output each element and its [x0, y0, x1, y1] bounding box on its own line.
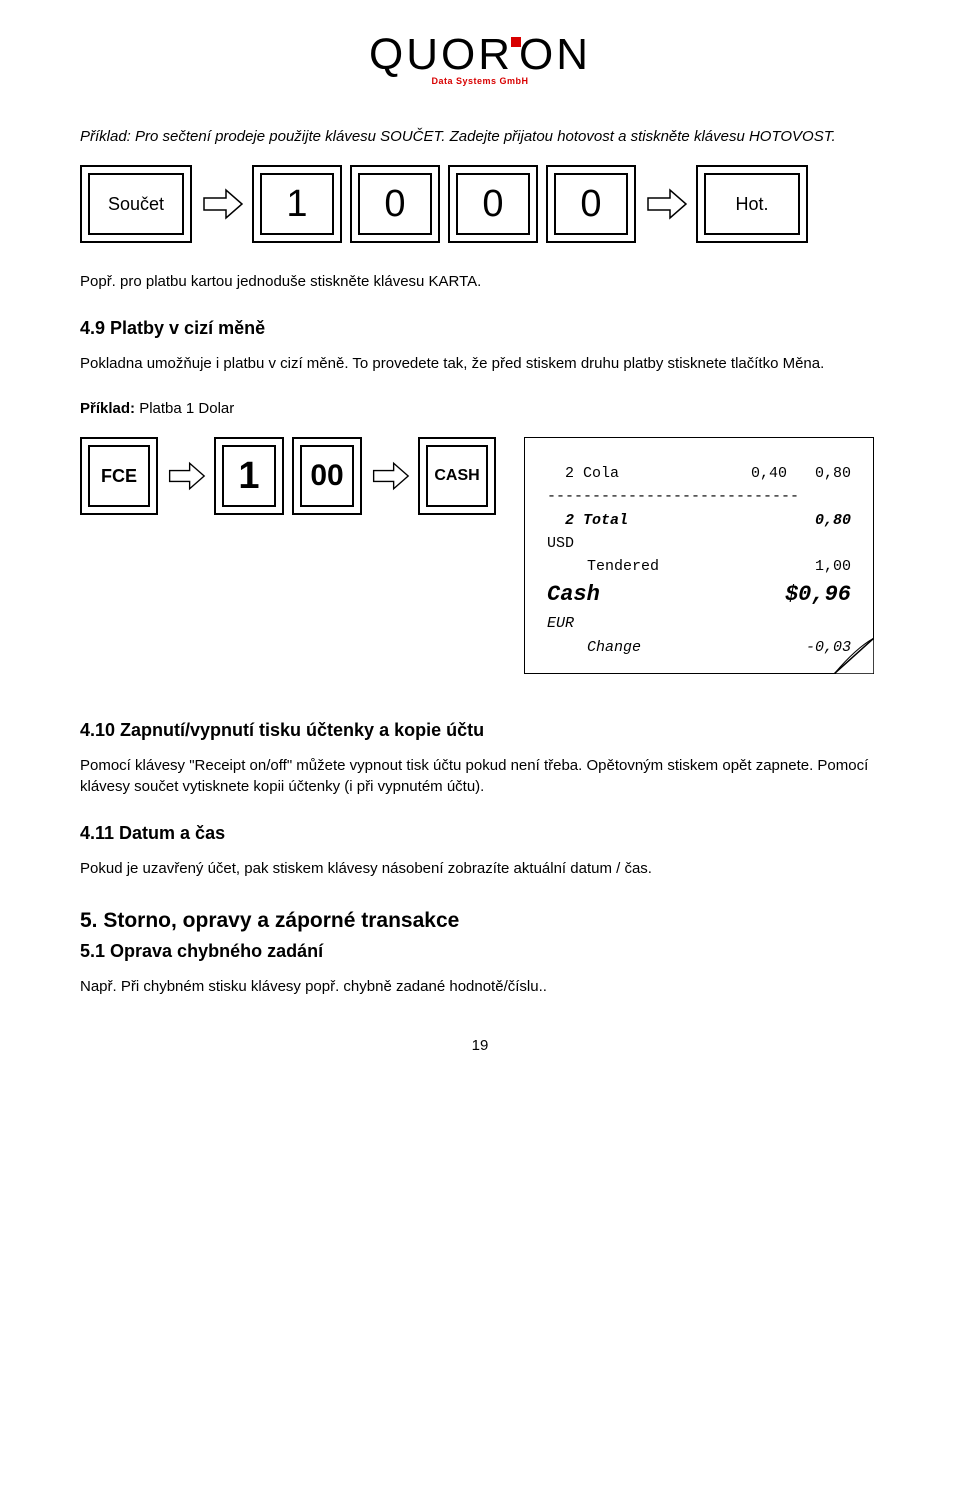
- key-label: 0: [456, 173, 530, 235]
- logo-brand: QUORON: [369, 30, 591, 80]
- body-4-10: Pomocí klávesy "Receipt on/off" můžete v…: [80, 755, 880, 797]
- arrow-icon: [370, 454, 410, 498]
- key-0a: 0: [350, 165, 440, 243]
- heading-4-10: 4.10 Zapnutí/vypnutí tisku účtenky a kop…: [80, 720, 880, 741]
- heading-5-1: 5.1 Oprava chybného zadání: [80, 941, 880, 962]
- key-label: 1: [260, 173, 334, 235]
- key-label: 0: [358, 173, 432, 235]
- logo-left: QUOR: [369, 30, 513, 79]
- receipt-total-val: 0,80: [815, 509, 851, 532]
- logo: QUORON Data Systems GmbH: [80, 30, 880, 86]
- example-prefix: Příklad:: [80, 128, 131, 145]
- receipt-usd: USD: [547, 532, 851, 555]
- receipt-item: 2 Cola: [547, 462, 619, 485]
- logo-right: ON: [519, 30, 591, 79]
- key-label: 0: [554, 173, 628, 235]
- receipt-change: Change -0,03: [547, 636, 851, 659]
- receipt-change-label: Change: [547, 636, 641, 659]
- intro-example: Příklad: Pro sečtení prodeje použijte kl…: [80, 126, 880, 147]
- arrow-icon: [644, 182, 688, 226]
- receipt-cash: Cash $0,96: [547, 578, 851, 612]
- example-text: Pro sečtení prodeje použijte klávesu SOU…: [131, 128, 836, 145]
- heading-4-11: 4.11 Datum a čas: [80, 823, 880, 844]
- key-1b: 1: [214, 437, 284, 515]
- key-00: 00: [292, 437, 362, 515]
- receipt-tendered-label: Tendered: [547, 555, 659, 578]
- receipt-eur: EUR: [547, 612, 851, 635]
- body-5-1: Např. Při chybném stisku klávesy popř. c…: [80, 976, 880, 997]
- key-0c: 0: [546, 165, 636, 243]
- key-0b: 0: [448, 165, 538, 243]
- key-soucet: Součet: [80, 165, 192, 243]
- receipt-cash-val: $0,96: [785, 578, 851, 612]
- example-row-2: FCE 1 00 CASH 2 Cola 0,40: [80, 437, 880, 674]
- receipt-dash: ----------------------------: [547, 485, 851, 508]
- receipt-amount: 0,80: [815, 462, 851, 485]
- receipt-line: 2 Cola 0,40 0,80: [547, 462, 851, 485]
- example2-label: Příklad: Platba 1 Dolar: [80, 398, 880, 419]
- key-row-2: FCE 1 00 CASH: [80, 437, 496, 515]
- key-label: FCE: [88, 445, 150, 507]
- key-1: 1: [252, 165, 342, 243]
- page-curl-icon: [834, 638, 874, 674]
- receipt-price: 0,40: [751, 462, 787, 485]
- key-hot: Hot.: [696, 165, 808, 243]
- key-label: 00: [300, 445, 354, 507]
- key-label: 1: [222, 445, 276, 507]
- logo-dot-icon: [511, 37, 521, 47]
- body-4-11: Pokud je uzavřený účet, pak stiskem kláv…: [80, 858, 880, 879]
- key-label: Hot.: [704, 173, 800, 235]
- body-4-9: Pokladna umožňuje i platbu v cizí měně. …: [80, 353, 880, 374]
- receipt-tendered-val: 1,00: [815, 555, 851, 578]
- example2-rest: Platba 1 Dolar: [135, 400, 234, 417]
- heading-5: 5. Storno, opravy a záporné transakce: [80, 909, 880, 933]
- key-fce: FCE: [80, 437, 158, 515]
- receipt-total-line: 2 Total 0,80: [547, 509, 851, 532]
- receipt-cash-label: Cash: [547, 578, 600, 612]
- key-label: CASH: [426, 445, 488, 507]
- receipt-tendered: Tendered 1,00: [547, 555, 851, 578]
- arrow-icon: [200, 182, 244, 226]
- receipt: 2 Cola 0,40 0,80 -----------------------…: [524, 437, 874, 674]
- key-cash: CASH: [418, 437, 496, 515]
- after-row1: Popř. pro platbu kartou jednoduše stiskn…: [80, 271, 880, 292]
- heading-4-9: 4.9 Platby v cizí měně: [80, 318, 880, 339]
- page-number: 19: [80, 1037, 880, 1054]
- arrow-icon: [166, 454, 206, 498]
- example2-prefix: Příklad:: [80, 400, 135, 417]
- key-row-1: Součet 1 0 0 0 Hot.: [80, 165, 880, 243]
- receipt-total-label: 2 Total: [547, 509, 628, 532]
- key-label: Součet: [88, 173, 184, 235]
